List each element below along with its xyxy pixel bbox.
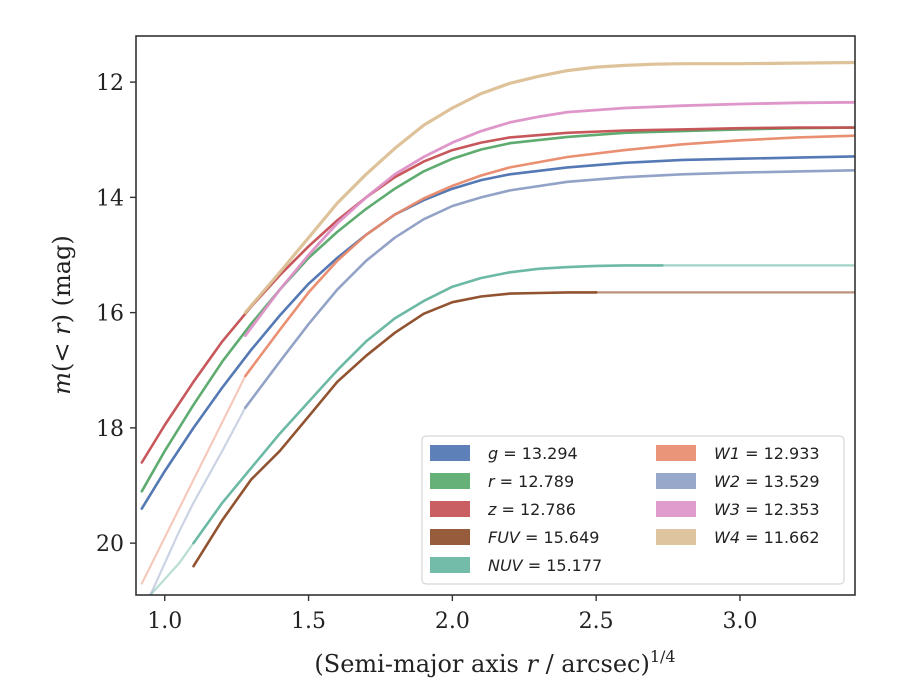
legend-box [421, 435, 845, 585]
legend-swatch-w4 [656, 529, 696, 545]
legend-swatch-nuv [430, 557, 470, 573]
legend-swatch-w3 [656, 501, 696, 517]
curve-w4 [243, 60, 855, 315]
legend-swatch-g [430, 445, 470, 461]
y-tick-label: 18 [96, 417, 124, 442]
y-tick-label: 12 [96, 71, 124, 96]
legend-label-w3: W3 = 12.353 [714, 500, 820, 519]
x-tick-label: 2.5 [579, 609, 614, 634]
legend-label-r: r = 12.789 [488, 472, 574, 491]
legend-label-w1: W1 = 12.933 [714, 444, 820, 463]
legend-label-z: z = 12.786 [487, 500, 576, 519]
y-axis-label: m(< r) (mag) [48, 235, 76, 395]
legend-swatch-w1 [656, 445, 696, 461]
curves [140, 60, 855, 595]
legend: g = 13.294 r = 12.789 z = 12.786 FUV = 15.6… [421, 435, 845, 585]
y-axis: 12 14 16 18 20 [96, 71, 136, 557]
x-tick-label: 1.0 [147, 609, 182, 634]
y-tick-label: 16 [96, 302, 124, 327]
curve-r [140, 126, 855, 493]
curve-w1-faint [140, 374, 247, 585]
legend-swatch-fuv [430, 529, 470, 545]
curve-w2-faint [149, 406, 247, 595]
legend-swatch-w2 [656, 473, 696, 489]
x-axis: 1.0 1.5 2.0 2.5 3.0 [147, 595, 757, 634]
legend-label-nuv: NUV = 15.177 [488, 556, 602, 575]
x-tick-label: 1.5 [291, 609, 326, 634]
curve-fuv [192, 291, 598, 568]
legend-label-g: g = 13.294 [488, 444, 578, 463]
y-tick-label: 14 [96, 186, 124, 211]
legend-label-fuv: FUV = 15.649 [488, 528, 599, 547]
legend-swatch-z [430, 501, 470, 517]
plot-frame [135, 35, 856, 596]
curve-w3 [243, 100, 855, 338]
curve-nuv-faint [149, 542, 195, 595]
legend-swatch-r [430, 473, 470, 489]
legend-label-w2: W2 = 13.529 [714, 472, 820, 491]
curve-nuv [192, 264, 664, 545]
curve-z [140, 126, 855, 464]
x-tick-label: 3.0 [722, 609, 757, 634]
x-tick-label: 2.0 [435, 609, 470, 634]
curve-w1 [244, 134, 855, 378]
legend-label-w4: W4 = 11.662 [714, 528, 820, 547]
curve-w2 [244, 169, 855, 409]
x-axis-label: (Semi-major axis r / arcsec)1/4 [314, 647, 675, 678]
y-tick-label: 20 [96, 532, 124, 557]
